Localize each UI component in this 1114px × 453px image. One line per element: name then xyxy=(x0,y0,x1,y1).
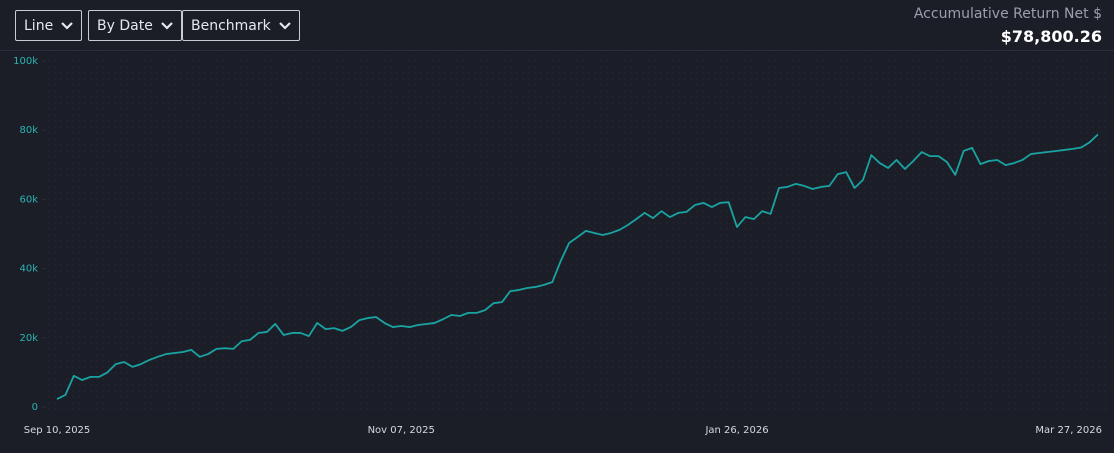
divider xyxy=(0,50,1114,51)
line xyxy=(56,133,1099,400)
summary-label: Accumulative Return Net $ xyxy=(913,6,1102,22)
y-tick-label: 80k xyxy=(19,125,38,136)
grouping-button[interactable]: By Date xyxy=(88,10,182,41)
button-label: By Date xyxy=(97,17,153,34)
y-tick-label: 20k xyxy=(19,333,38,344)
y-tick-label: 60k xyxy=(19,194,38,205)
x-tick-label: Jan 26, 2026 xyxy=(704,425,768,436)
x-tick-label: Nov 07, 2025 xyxy=(368,425,435,436)
x-tick-label: Sep 10, 2025 xyxy=(24,425,91,436)
button-label: Line xyxy=(24,17,54,34)
chevron xyxy=(161,21,173,30)
y-tick-label: 0 xyxy=(32,402,38,413)
chevron xyxy=(278,21,291,30)
y-tick-label: 100k xyxy=(13,56,38,67)
x-tick-label: Mar 27, 2026 xyxy=(1035,425,1102,436)
benchmark-button[interactable]: Benchmark xyxy=(182,10,300,41)
button-label: Benchmark xyxy=(191,17,271,34)
chart-type-button[interactable]: Line xyxy=(15,10,83,41)
chevron xyxy=(61,21,73,30)
plot-area xyxy=(48,55,1108,410)
summary-value: $78,800.26 xyxy=(1000,27,1102,46)
y-tick-label: 40k xyxy=(19,264,38,275)
